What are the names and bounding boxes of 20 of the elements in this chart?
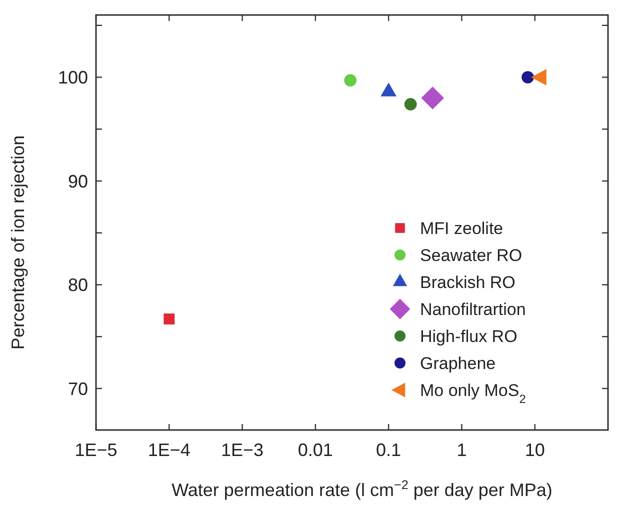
y-tick-label: 100 <box>58 68 88 88</box>
x-tick-label: 0.1 <box>376 440 402 460</box>
legend-label: High-flux RO <box>420 326 518 346</box>
x-tick-label: 1E−4 <box>148 440 190 460</box>
y-tick-label: 70 <box>68 378 88 399</box>
legend-label: Seawater RO <box>420 246 522 265</box>
x-tick-label: 10 <box>524 440 545 460</box>
legend-label: Graphene <box>420 354 496 373</box>
legend-label: Brackish RO <box>420 272 516 292</box>
x-axis-title: Water permeation rate (l cm$^{−2}$ per day per MPa) <box>172 478 552 500</box>
legend-label: MFI zeolite <box>420 218 504 238</box>
x-tick-label: 1E−3 <box>221 440 264 460</box>
y-tick-label: 90 <box>68 171 88 192</box>
x-tick-label: 0.01 <box>298 440 333 460</box>
y-tick-label: 80 <box>68 275 88 296</box>
x-tick-label: 1 <box>456 440 467 460</box>
legend-label: Mo only MoS$_{2}$ <box>420 380 526 406</box>
legend-label: Nanofiltrartion <box>420 300 526 319</box>
x-tick-label: 1E−5 <box>74 440 118 460</box>
y-axis-title: Percentage of ion rejection <box>8 135 28 350</box>
